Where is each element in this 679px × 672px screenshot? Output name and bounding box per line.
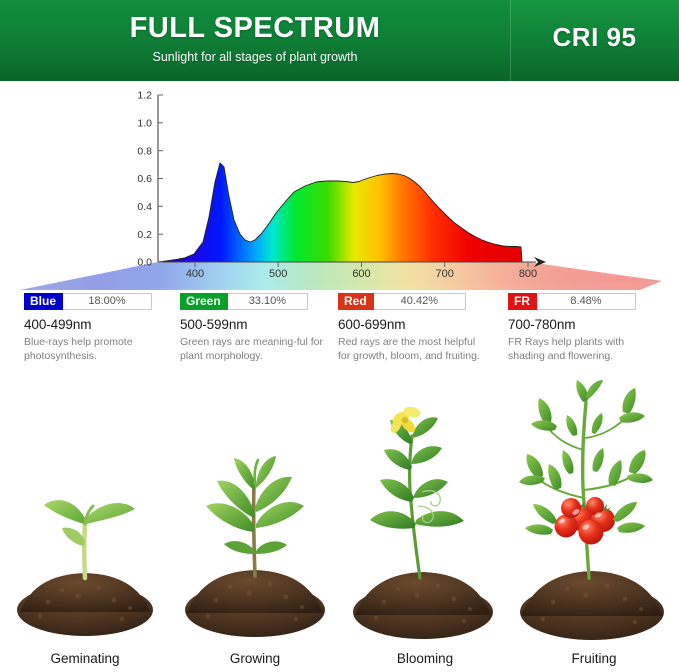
x-axis-ticks xyxy=(194,262,529,267)
header-divider xyxy=(510,0,511,81)
growth-stage-growing: Growing xyxy=(170,378,340,672)
x-axis-labels: 400 500 600 700 800 xyxy=(186,268,537,280)
x-tick-label: 700 xyxy=(436,268,454,280)
y-tick-label: 0.6 xyxy=(137,173,152,185)
legend-color-chip: FR xyxy=(508,293,537,310)
tomato-plant-icon xyxy=(519,380,664,640)
legend-color-chip: Green xyxy=(180,293,228,310)
legend-item-blue: Blue 18.00% 400-499nm Blue-rays help pro… xyxy=(24,293,179,363)
legend-swatch-row: Blue 18.00% xyxy=(24,293,152,310)
legend-swatch-row: Green 33.10% xyxy=(180,293,308,310)
legend-description: Red rays are the most helpful for growth… xyxy=(338,336,480,362)
header-banner: FULL SPECTRUM Sunlight for all stages of… xyxy=(0,0,679,81)
legend-description: FR Rays help plants with shading and flo… xyxy=(508,336,625,362)
legend-color-chip: Blue xyxy=(24,293,64,310)
y-tick-label: 0.2 xyxy=(137,229,152,241)
y-tick-label: 1.0 xyxy=(137,117,152,129)
growth-stages: Geminating xyxy=(0,378,679,672)
spectral-power-curve xyxy=(157,162,523,263)
stage-label: Growing xyxy=(229,651,281,666)
legend-item-green: Green 33.10% 500-599nm Green rays are me… xyxy=(180,293,335,363)
stage-label: Blooming xyxy=(396,651,454,666)
legend-range: 600-699nm xyxy=(338,317,406,332)
legend-item-red: Red 40.42% 600-699nm Red rays are the mo… xyxy=(338,293,493,363)
legend-description: Green rays are meaning-ful for plant mor… xyxy=(180,336,323,362)
legend-color-chip: Red xyxy=(338,293,374,310)
legend-range: 700-780nm xyxy=(508,317,576,332)
x-tick-label: 400 xyxy=(186,268,204,280)
y-tick-label: 0.4 xyxy=(137,201,152,213)
tomato-cluster xyxy=(554,497,615,545)
x-tick-label: 600 xyxy=(352,268,370,280)
legend-percent: 40.42% xyxy=(373,293,466,310)
growth-stage-geminating: Geminating xyxy=(0,378,170,672)
seedling-icon xyxy=(17,500,153,636)
page-subtitle: Sunlight for all stages of plant growth xyxy=(152,50,358,64)
x-tick-label: 800 xyxy=(519,268,537,280)
y-tick-label: 0.8 xyxy=(137,145,152,157)
flower-icon xyxy=(390,406,421,433)
header-left-panel xyxy=(0,0,510,81)
y-tick-label: 1.2 xyxy=(137,90,152,102)
legend-percent: 8.48% xyxy=(537,293,636,310)
cri-badge: CRI 95 xyxy=(552,22,637,52)
y-axis-labels: 0.0 0.2 0.4 0.6 0.8 1.0 1.2 xyxy=(137,90,152,269)
legend-percent: 18.00% xyxy=(63,293,152,310)
legend-range: 400-499nm xyxy=(24,317,92,332)
stage-label: Geminating xyxy=(50,651,120,666)
legend-percent: 33.10% xyxy=(227,293,308,310)
spectrum-chart: 0.0 0.2 0.4 0.6 0.8 1.0 1.2 400 500 600 xyxy=(0,81,679,293)
legend-swatch-row: FR 8.48% xyxy=(508,293,636,310)
legend-description: Blue-rays help promote photosynthesis. xyxy=(24,336,133,362)
flowering-plant-icon xyxy=(353,406,493,639)
band-legend: Blue 18.00% 400-499nm Blue-rays help pro… xyxy=(0,293,679,375)
spectrum-fan xyxy=(20,262,662,290)
y-axis-ticks xyxy=(158,94,163,263)
header-right-panel xyxy=(510,0,679,81)
growth-stage-fruiting: Fruiting xyxy=(509,378,679,672)
legend-item-fr: FR 8.48% 700-780nm FR Rays help plants w… xyxy=(508,293,663,363)
y-tick-label: 0.0 xyxy=(137,257,152,269)
legend-range: 500-599nm xyxy=(180,317,248,332)
x-tick-label: 500 xyxy=(269,268,287,280)
growth-stage-blooming: Blooming xyxy=(340,378,510,672)
page-title: FULL SPECTRUM xyxy=(129,12,381,44)
sapling-icon xyxy=(185,456,325,637)
legend-swatch-row: Red 40.42% xyxy=(338,293,466,310)
spectrum-chart-svg: 0.0 0.2 0.4 0.6 0.8 1.0 1.2 400 500 600 xyxy=(20,90,662,290)
stage-label: Fruiting xyxy=(571,651,617,666)
x-axis-arrow-icon xyxy=(534,257,546,267)
